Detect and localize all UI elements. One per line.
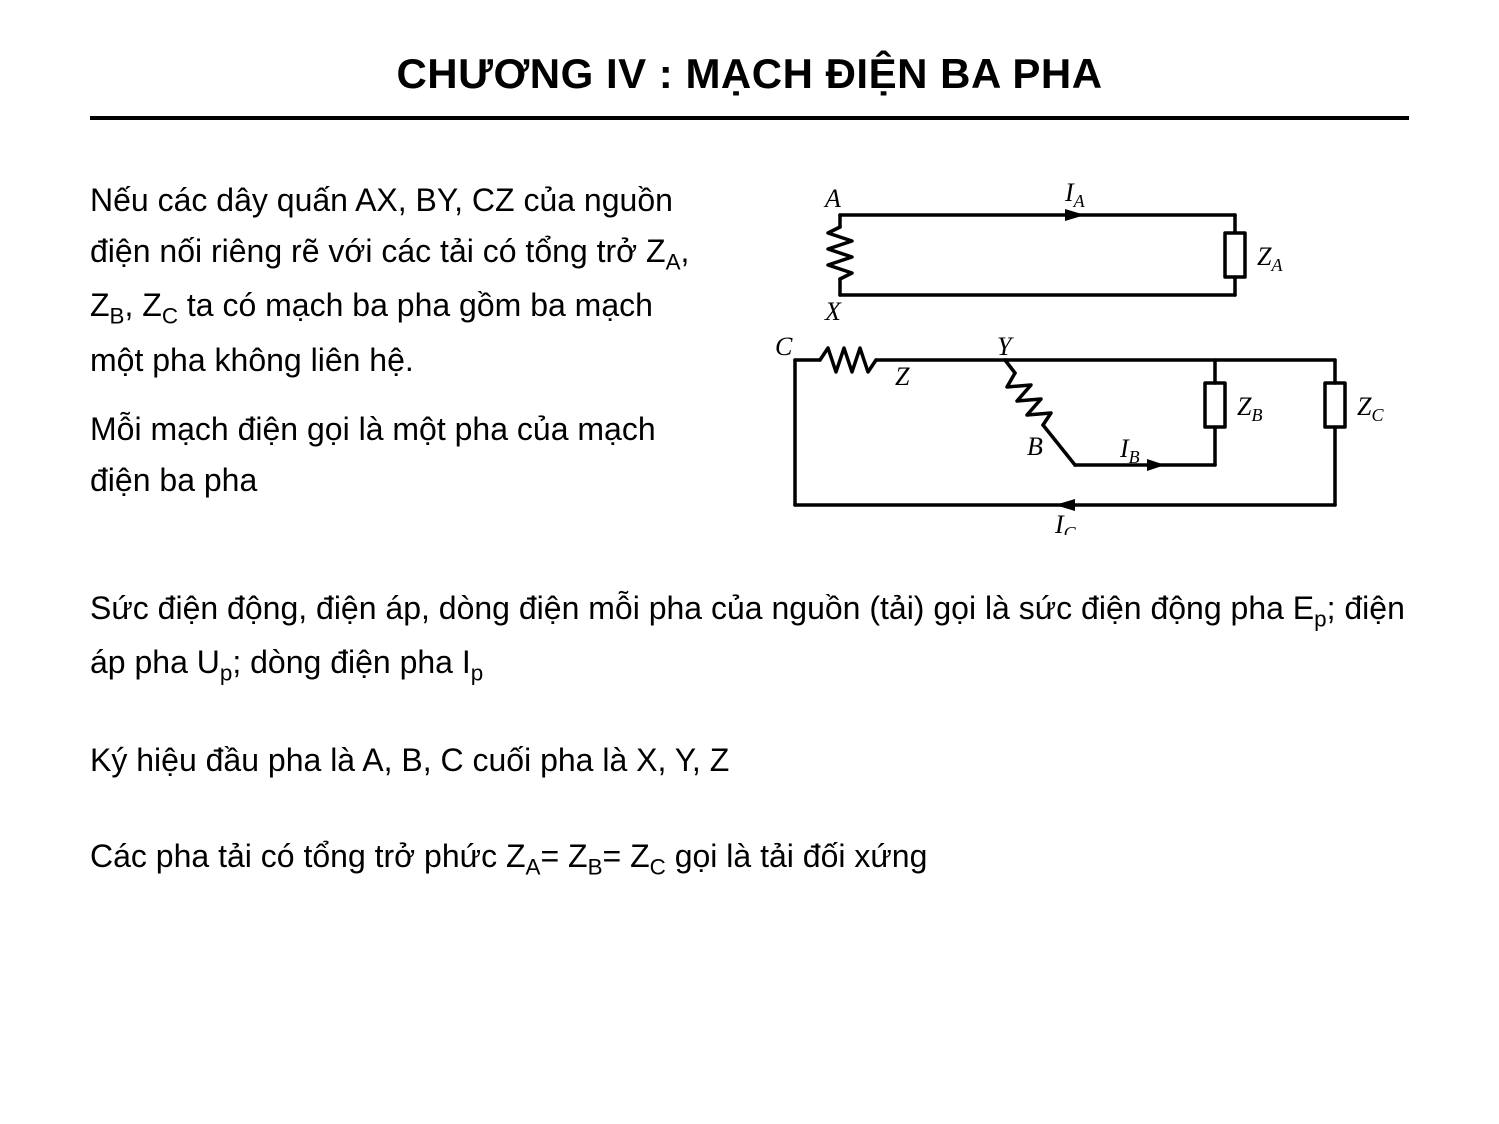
label-Y: Y	[997, 332, 1014, 361]
paragraph-5: Các pha tải có tổng trở phức ZA= ZB= ZC …	[90, 831, 1409, 885]
label-ZC: ZC	[1357, 392, 1384, 425]
intro-text-column: Nếu các dây quấn AX, BY, CZ của nguồn đi…	[90, 175, 700, 524]
paragraph-4: Ký hiệu đầu pha là A, B, C cuối pha là X…	[90, 735, 1409, 786]
circuit-diagram: A X IA ZA C Z Y B IB ZB ZC IC	[765, 175, 1385, 535]
intro-row: Nếu các dây quấn AX, BY, CZ của nguồn đi…	[90, 175, 1409, 535]
label-IB: IB	[1119, 434, 1140, 467]
label-B: B	[1027, 432, 1043, 461]
label-X: X	[824, 297, 842, 326]
label-Z: Z	[895, 362, 910, 391]
label-IA: IA	[1064, 178, 1086, 211]
slide-page: CHƯƠNG IV : MẠCH ĐIỆN BA PHA Nếu các dây…	[0, 0, 1499, 1124]
label-ZA: ZA	[1257, 242, 1283, 275]
body-text: Sức điện động, điện áp, dòng điện mỗi ph…	[90, 583, 1409, 885]
label-C: C	[775, 332, 793, 361]
paragraph-1: Nếu các dây quấn AX, BY, CZ của nguồn đi…	[90, 175, 700, 386]
label-A: A	[823, 184, 841, 213]
paragraph-3: Sức điện động, điện áp, dòng điện mỗi ph…	[90, 583, 1409, 691]
label-IC: IC	[1054, 510, 1077, 535]
title-underline	[90, 116, 1409, 120]
circuit-diagram-container: A X IA ZA C Z Y B IB ZB ZC IC	[740, 175, 1409, 535]
label-ZB: ZB	[1237, 392, 1262, 425]
page-title: CHƯƠNG IV : MẠCH ĐIỆN BA PHA	[90, 50, 1409, 116]
paragraph-2: Mỗi mạch điện gọi là một pha của mạch đi…	[90, 404, 700, 506]
